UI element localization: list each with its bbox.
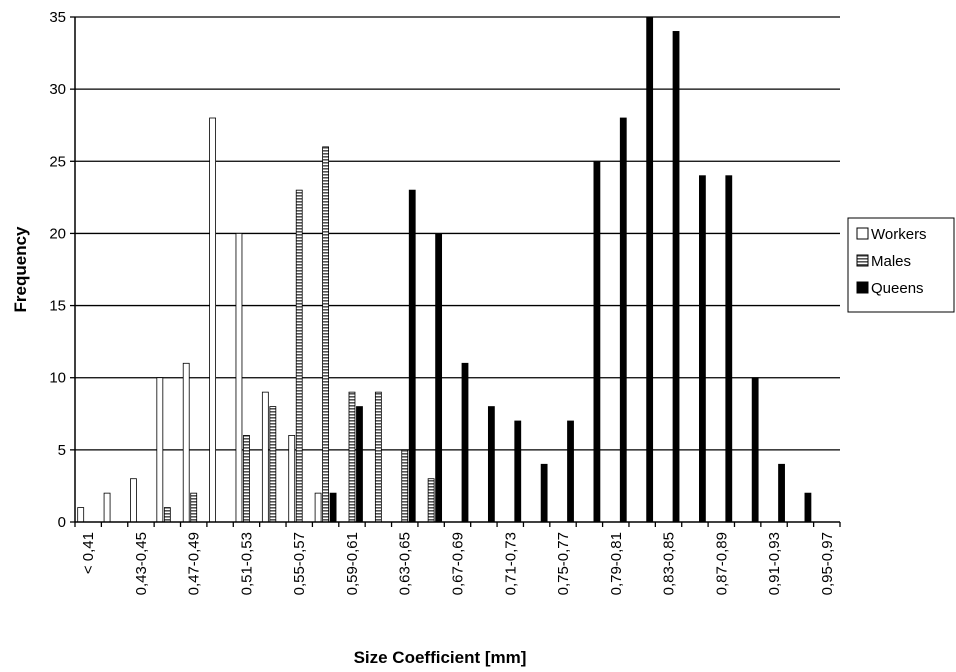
x-tick-label: 0,67-0,69 — [450, 532, 467, 595]
bar-queens — [804, 492, 812, 523]
y-tick-label: 0 — [58, 514, 66, 531]
bar-males — [322, 146, 330, 523]
bar-queens — [329, 492, 337, 523]
bar-queens — [672, 31, 680, 523]
bar-queens — [514, 420, 522, 523]
y-tick-label: 5 — [58, 442, 66, 459]
y-axis-ticks: 0 5 10 15 20 25 30 35 — [49, 9, 75, 531]
x-tick-label: 0,83-0,85 — [661, 532, 678, 595]
y-tick-label: 15 — [49, 298, 66, 315]
bar-queens — [408, 189, 416, 523]
bar-males — [401, 449, 409, 523]
y-tick-label: 30 — [49, 81, 66, 98]
bar-queens — [540, 463, 548, 523]
bar-males — [348, 391, 356, 523]
bar-workers — [235, 233, 243, 523]
bar-queens — [699, 175, 706, 523]
bar-workers — [182, 362, 190, 523]
y-tick-label: 20 — [49, 225, 66, 242]
legend: Workers Males Queens — [847, 217, 955, 313]
y-tick-label: 10 — [49, 370, 66, 387]
bar-queens — [461, 362, 469, 523]
x-tick-label: 0,59-0,61 — [344, 532, 361, 595]
bar-queens — [751, 377, 759, 523]
y-axis-title: Frequency — [11, 226, 30, 313]
y-tick-label: 25 — [49, 153, 66, 170]
bar-workers — [156, 377, 164, 523]
bar-workers — [209, 117, 216, 523]
axes — [74, 17, 840, 523]
gridlines — [75, 16, 840, 451]
bar-workers — [77, 507, 85, 523]
bar-males — [295, 189, 303, 523]
bar-males — [427, 478, 435, 523]
legend-swatch-workers — [856, 227, 869, 240]
x-tick-label: < 0,41 — [80, 532, 97, 574]
bar-workers — [103, 492, 111, 523]
bar-workers — [130, 478, 137, 523]
bar-workers — [288, 435, 296, 523]
bar-males — [269, 406, 277, 523]
bar-males — [243, 435, 250, 523]
x-tick-label: 0,95-0,97 — [819, 532, 836, 595]
x-tick-label: 0,91-0,93 — [766, 532, 783, 595]
x-tick-label: 0,71-0,73 — [502, 532, 519, 595]
legend-label-queens: Queens — [871, 280, 924, 297]
x-tick-label: 0,43-0,45 — [133, 532, 150, 595]
bar-queens — [778, 463, 785, 523]
x-tick-label: 0,63-0,65 — [397, 532, 414, 595]
legend-swatch-males — [856, 254, 869, 267]
bar-queens — [646, 16, 654, 523]
x-tick-label: 0,51-0,53 — [239, 532, 256, 595]
y-tick-label: 35 — [49, 9, 66, 26]
x-axis-ticks: < 0,41 0,43-0,45 0,47-0,49 0,51-0,53 0,55-0,… — [74, 522, 841, 595]
x-tick-label: 0,75-0,77 — [555, 532, 572, 595]
bar-workers — [261, 391, 269, 523]
legend-label-males: Males — [871, 253, 911, 270]
bar-males — [163, 507, 171, 523]
legend-swatch-queens — [856, 281, 869, 294]
bar-males — [374, 391, 382, 523]
legend-label-workers: Workers — [871, 226, 927, 243]
x-axis-title: Size Coefficient [mm] — [354, 648, 527, 667]
x-tick-label: 0,79-0,81 — [608, 532, 625, 595]
x-tick-label: 0,55-0,57 — [291, 532, 308, 595]
bar-males — [190, 492, 198, 523]
bar-queens — [356, 406, 363, 523]
x-tick-label: 0,87-0,89 — [713, 532, 730, 595]
bar-queens — [567, 420, 574, 523]
bars — [77, 16, 812, 523]
bar-queens — [593, 160, 601, 523]
bar-workers — [314, 492, 322, 523]
bar-queens — [619, 117, 627, 523]
x-tick-label: 0,47-0,49 — [186, 532, 203, 595]
bar-queens — [435, 233, 443, 523]
bar-queens — [487, 406, 495, 523]
bar-queens — [725, 175, 733, 523]
